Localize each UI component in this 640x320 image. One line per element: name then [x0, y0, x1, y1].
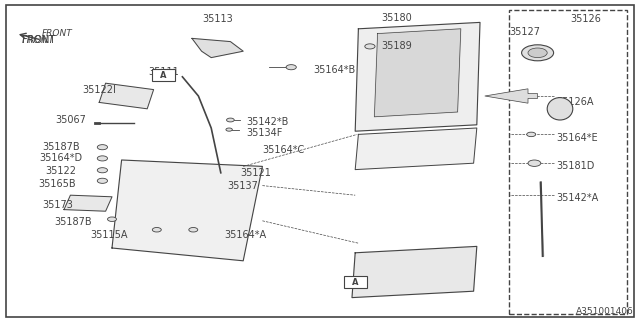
Text: 35111: 35111 [148, 67, 179, 77]
Text: 35164*A: 35164*A [224, 230, 266, 240]
Circle shape [108, 217, 116, 221]
Ellipse shape [547, 98, 573, 120]
Circle shape [528, 48, 547, 58]
Circle shape [365, 44, 375, 49]
Circle shape [226, 128, 232, 131]
Text: A: A [352, 278, 358, 287]
Circle shape [227, 118, 234, 122]
Text: 35173: 35173 [42, 200, 73, 210]
Text: 35115A: 35115A [90, 230, 127, 240]
FancyArrow shape [485, 89, 538, 103]
Text: 35181D: 35181D [557, 161, 595, 172]
Bar [509, 10, 627, 314]
Text: 35127: 35127 [509, 27, 540, 37]
Text: 35189: 35189 [381, 41, 412, 52]
FancyBboxPatch shape [152, 69, 175, 81]
Polygon shape [355, 22, 480, 131]
Polygon shape [112, 160, 262, 261]
Text: 35164*D: 35164*D [39, 153, 83, 164]
Text: 35134F: 35134F [246, 128, 283, 138]
Text: 35067: 35067 [55, 115, 86, 125]
Text: 35164*C: 35164*C [262, 145, 305, 156]
Circle shape [528, 160, 541, 166]
Text: 35180: 35180 [381, 12, 412, 23]
Text: 35137: 35137 [227, 180, 258, 191]
Circle shape [189, 228, 198, 232]
Circle shape [97, 168, 108, 173]
Circle shape [97, 145, 108, 150]
Circle shape [97, 178, 108, 183]
Polygon shape [99, 83, 154, 109]
Polygon shape [352, 246, 477, 298]
Circle shape [97, 156, 108, 161]
Text: 35121: 35121 [240, 168, 271, 178]
Text: 35126A: 35126A [557, 97, 595, 108]
Text: 35113: 35113 [202, 14, 233, 24]
Polygon shape [64, 195, 112, 211]
Polygon shape [374, 29, 461, 117]
FancyBboxPatch shape [344, 276, 367, 288]
Text: 35142*A: 35142*A [557, 193, 599, 204]
Circle shape [286, 65, 296, 70]
Text: 35187B: 35187B [55, 217, 92, 228]
Text: 35187B: 35187B [42, 142, 79, 152]
Polygon shape [355, 128, 477, 170]
Text: A351001406: A351001406 [576, 308, 634, 316]
Text: 35164*B: 35164*B [314, 65, 356, 76]
Text: FRONT: FRONT [42, 29, 72, 38]
Text: FRONT: FRONT [22, 35, 55, 45]
Text: 35165B: 35165B [39, 179, 76, 189]
Text: 35122: 35122 [45, 166, 76, 176]
Circle shape [527, 132, 536, 137]
Circle shape [522, 45, 554, 61]
Text: 35126: 35126 [571, 14, 602, 24]
Text: A: A [160, 71, 166, 80]
Polygon shape [192, 38, 243, 58]
Text: FRONT: FRONT [22, 35, 55, 45]
Text: 35122I: 35122I [83, 84, 116, 95]
Text: 35142*B: 35142*B [246, 116, 289, 127]
Circle shape [152, 228, 161, 232]
Text: 35164*E: 35164*E [557, 132, 598, 143]
